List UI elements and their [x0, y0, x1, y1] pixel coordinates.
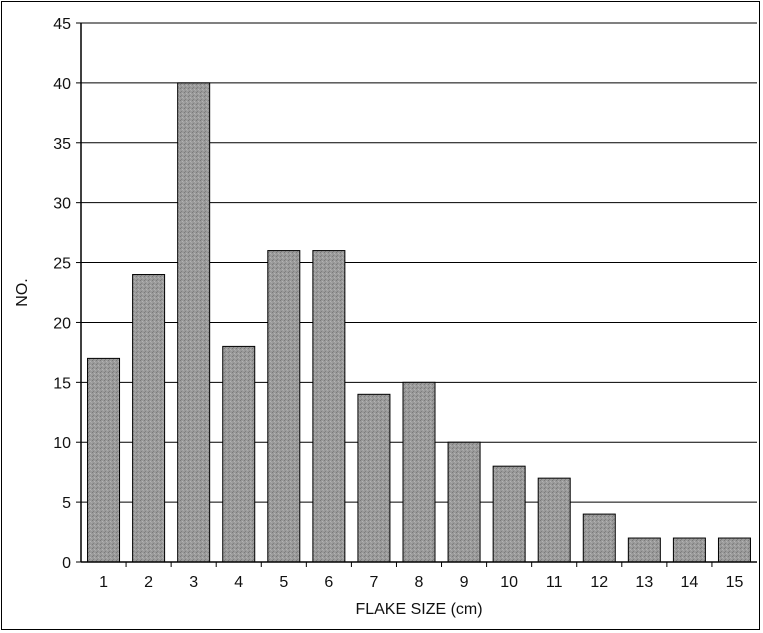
y-tick-label: 40	[53, 76, 71, 93]
x-tick-label: 13	[635, 574, 653, 591]
bar-2	[133, 275, 165, 562]
x-tick-label: 2	[144, 574, 153, 591]
bar-7	[358, 394, 390, 562]
bar-6	[313, 251, 345, 562]
x-axis-title: FLAKE SIZE (cm)	[355, 601, 482, 618]
y-tick-label: 15	[53, 375, 71, 392]
bar-3	[178, 83, 210, 562]
bar-15	[718, 538, 750, 562]
bar-10	[493, 466, 525, 562]
y-tick-label: 10	[53, 435, 71, 452]
y-tick-label: 35	[53, 136, 71, 153]
x-tick-label: 11	[546, 574, 563, 591]
bar-1	[88, 358, 120, 562]
y-tick-label: 25	[53, 256, 71, 273]
bar-5	[268, 251, 300, 562]
bar-14	[673, 538, 705, 562]
y-tick-label: 30	[53, 196, 71, 213]
x-tick-labels: 1 2 3 4 5 6 7 8 9 10 11 12 13 14 15	[99, 574, 743, 591]
bar-12	[583, 514, 615, 562]
y-tick-label: 5	[62, 495, 71, 512]
bar-8	[403, 382, 435, 562]
x-tick-label: 9	[460, 574, 469, 591]
bar-9	[448, 442, 480, 562]
x-tick-label: 15	[726, 574, 744, 591]
bar-4	[223, 346, 255, 562]
y-tick-label: 45	[53, 16, 71, 33]
x-tick-label: 4	[234, 574, 243, 591]
x-tick-label: 10	[500, 574, 518, 591]
x-tick-label: 7	[369, 574, 378, 591]
x-tick-label: 5	[279, 574, 288, 591]
bar-11	[538, 478, 570, 562]
x-tick-label: 1	[99, 574, 108, 591]
x-tick-label: 8	[415, 574, 424, 591]
y-tick-label: 20	[53, 315, 71, 332]
x-tick-label: 14	[681, 574, 699, 591]
x-tick-label: 6	[324, 574, 333, 591]
x-tick-label: 12	[590, 574, 608, 591]
y-tick-labels: 0 5 10 15 20 25 30 35 40 45	[53, 16, 71, 572]
bar-13	[628, 538, 660, 562]
y-axis-title: NO.	[14, 278, 31, 306]
x-tick-label: 3	[189, 574, 198, 591]
y-tick-label: 0	[62, 555, 71, 572]
